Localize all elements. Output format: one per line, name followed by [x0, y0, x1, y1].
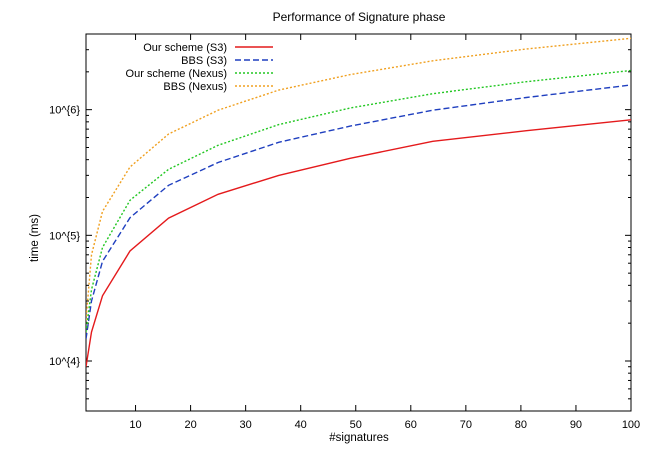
plot-frame: [85, 33, 632, 412]
x-tick-label: 20: [184, 419, 196, 431]
x-tick-label: 30: [240, 419, 252, 431]
y-axis-label: time (ms): [29, 214, 41, 262]
x-tick-label: 40: [295, 419, 307, 431]
x-axis-label: #signatures: [329, 432, 389, 444]
x-tick-label: 70: [460, 419, 472, 431]
series-line-2: [86, 84, 631, 340]
x-tick-label: 60: [405, 419, 417, 431]
y-tick-label: 10^{5}: [49, 230, 80, 242]
legend-label-2: BBS (S3): [181, 55, 227, 67]
plot-area: 10 20 30 40 50 60 70 80 90 100 10^{4} 10^{5} 10^{6}: [49, 33, 640, 431]
series-line-1: [86, 119, 631, 367]
series-line-4: [86, 37, 631, 321]
series-line-3: [86, 69, 631, 333]
legend-label-3: Our scheme (Nexus): [126, 68, 227, 80]
legend: Our scheme (S3)BBS (S3)Our scheme (Nexus…: [126, 42, 273, 93]
x-tick-label: 80: [515, 419, 527, 431]
x-tick-label: 50: [350, 419, 362, 431]
chart-title: Performance of Signature phase: [273, 10, 446, 24]
y-tick-label: 10^{4}: [49, 356, 80, 368]
legend-label-1: Our scheme (S3): [143, 42, 227, 54]
legend-label-4: BBS (Nexus): [163, 81, 227, 93]
x-tick-label: 10: [129, 419, 141, 431]
y-tick-label: 10^{6}: [49, 105, 80, 117]
x-tick-label: 100: [622, 419, 640, 431]
x-tick-label: 90: [570, 419, 582, 431]
